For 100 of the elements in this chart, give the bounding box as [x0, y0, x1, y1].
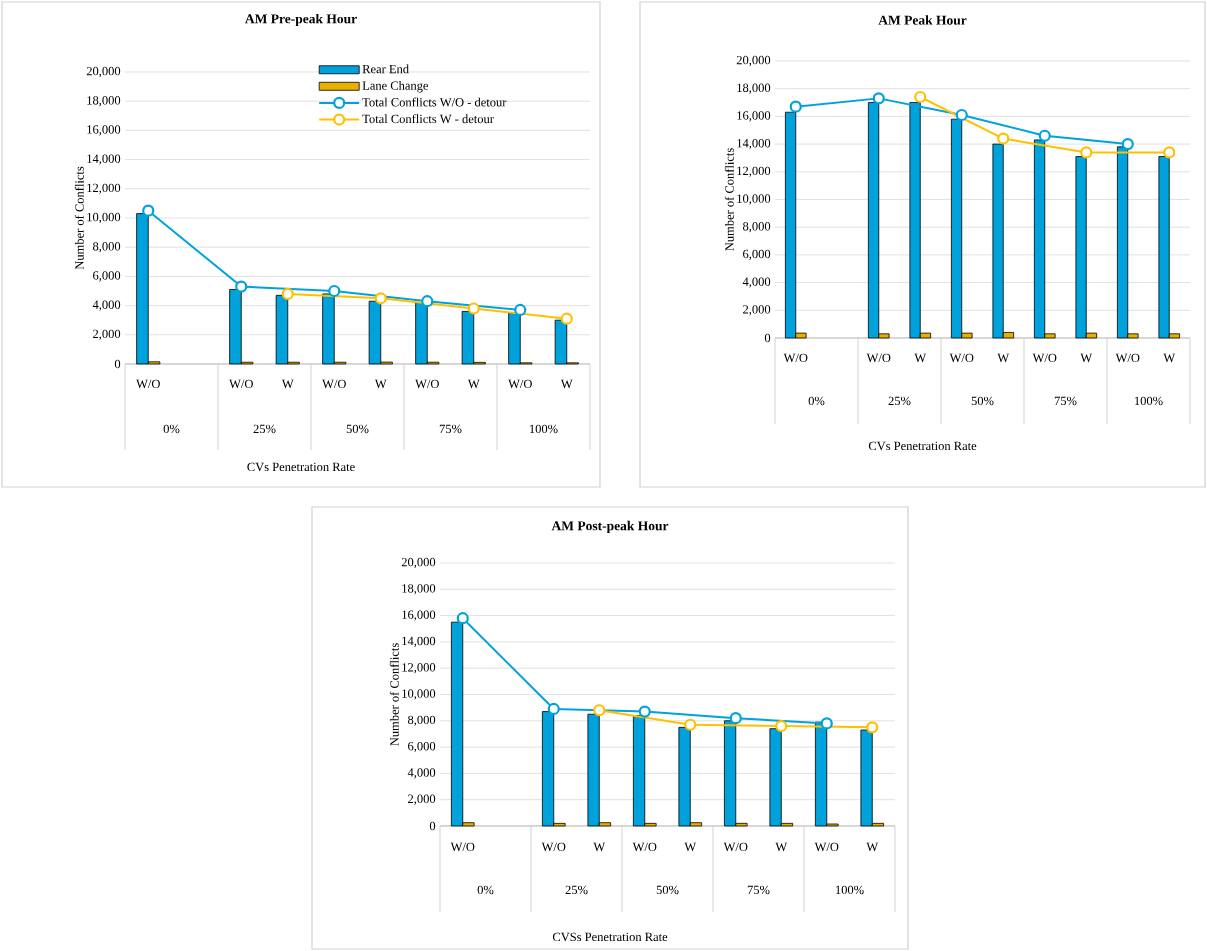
- x-tick-label: W/O: [723, 842, 748, 852]
- point: [1121, 137, 1134, 151]
- legend-label: Total Conflicts W - detour: [362, 114, 494, 124]
- x-tick-label: W: [467, 379, 480, 389]
- point: [514, 303, 527, 317]
- x-tick-label: W/O: [866, 353, 891, 363]
- point: [775, 719, 788, 733]
- y-axis-title: Number of Conflicts: [724, 148, 734, 251]
- x-tick-label: W/O: [322, 379, 346, 389]
- y-tick-label: 10,000: [737, 194, 771, 205]
- x-tick-label: W/O: [1032, 353, 1057, 363]
- y-tick-label: 20,000: [736, 55, 771, 67]
- point: [997, 132, 1010, 145]
- y-tick-label: 12,000: [402, 663, 436, 674]
- text: 50%: [971, 396, 994, 406]
- text: 100%: [530, 424, 558, 434]
- point: [872, 92, 885, 105]
- y-tick-label: 0: [429, 821, 436, 831]
- text: 75%: [1054, 396, 1077, 406]
- x-tick-label: W/O: [1115, 353, 1140, 363]
- point: [638, 705, 651, 718]
- point: [456, 612, 469, 625]
- x-tick-label: W: [1163, 353, 1176, 363]
- point: [1163, 146, 1176, 159]
- x-axis-title: CVs Penetration Rate: [247, 462, 355, 472]
- y-tick-label: 18,000: [402, 584, 436, 595]
- y-tick-label: 2,000: [408, 794, 436, 805]
- y-tick-label: 8,000: [742, 222, 771, 233]
- x-tick-label: W/O: [814, 842, 839, 852]
- y-tick-label: 8,000: [407, 715, 436, 726]
- point: [547, 702, 560, 716]
- y-tick-label: 16,000: [402, 610, 436, 621]
- text: 25%: [888, 396, 911, 406]
- y-tick-label: 20,000: [401, 557, 436, 569]
- y-tick-label: 6,000: [743, 249, 771, 260]
- y-tick-label: 6,000: [93, 271, 121, 282]
- y-tick-label: 4,000: [92, 300, 121, 311]
- x-tick-label: W: [1080, 353, 1093, 363]
- point: [467, 302, 480, 315]
- point: [374, 292, 387, 305]
- y-tick-label: 16,000: [737, 111, 771, 122]
- point: [729, 712, 742, 725]
- x-tick-label: W: [914, 353, 927, 363]
- point: [142, 204, 155, 217]
- text: 75%: [439, 424, 462, 434]
- text: 100%: [1135, 396, 1163, 406]
- y-tick-label: 12,000: [87, 183, 121, 194]
- x-tick-label: W/O: [632, 842, 657, 852]
- x-tick-label: W: [684, 842, 697, 852]
- text: 50%: [346, 424, 369, 434]
- point: [593, 704, 606, 717]
- x-tick-label: W: [281, 379, 294, 389]
- x-tick-label: W/O: [136, 379, 160, 389]
- point: [281, 287, 294, 300]
- y-tick-label: 18,000: [87, 96, 121, 107]
- text: 25%: [253, 424, 276, 434]
- y-axis-title: Number of Conflicts: [389, 643, 399, 746]
- point: [866, 721, 879, 734]
- legend-label: Rear End: [362, 64, 409, 74]
- x-tick-label: W/O: [229, 379, 253, 389]
- text: 0%: [163, 424, 180, 434]
- point: [421, 295, 434, 308]
- y-tick-label: 14,000: [737, 138, 771, 150]
- y-tick-label: 8,000: [92, 242, 121, 253]
- point: [820, 717, 833, 730]
- y-tick-label: 16,000: [87, 125, 121, 136]
- point: [955, 108, 968, 122]
- y-tick-label: 10,000: [87, 212, 121, 224]
- point: [235, 280, 248, 293]
- chart-title: AM Peak Hour: [878, 15, 967, 25]
- x-tick-label: W: [997, 353, 1010, 363]
- legend-label: Lane Change: [362, 81, 429, 93]
- point: [560, 312, 573, 325]
- y-tick-label: 20,000: [86, 66, 121, 78]
- x-tick-label: W/O: [541, 842, 566, 852]
- point: [328, 284, 341, 298]
- x-tick-label: W: [775, 842, 788, 852]
- point: [1038, 129, 1051, 142]
- y-tick-label: 4,000: [742, 277, 771, 288]
- x-tick-label: W: [560, 379, 573, 389]
- chart-title: AM Post-peak Hour: [551, 520, 669, 534]
- text: 50%: [656, 885, 679, 895]
- y-tick-label: 12,000: [737, 166, 771, 177]
- text: 100%: [836, 885, 864, 895]
- y-tick-label: 14,000: [87, 154, 121, 165]
- text: 75%: [747, 885, 770, 895]
- y-axis-title: Number of Conflicts: [74, 166, 84, 270]
- x-axis-title: CVs Penetration Rate: [868, 441, 977, 451]
- y-tick-label: 4,000: [407, 768, 436, 779]
- y-tick-label: 2,000: [93, 329, 121, 340]
- x-tick-label: W: [866, 842, 879, 852]
- y-tick-label: 14,000: [402, 636, 436, 647]
- point: [789, 100, 802, 113]
- x-tick-label: W: [593, 842, 606, 852]
- text: 0%: [477, 885, 494, 895]
- text: 0%: [808, 396, 825, 406]
- x-tick-label: W: [374, 379, 387, 389]
- y-tick-label: 0: [114, 359, 121, 369]
- y-tick-label: 18,000: [737, 83, 771, 94]
- point: [684, 718, 697, 731]
